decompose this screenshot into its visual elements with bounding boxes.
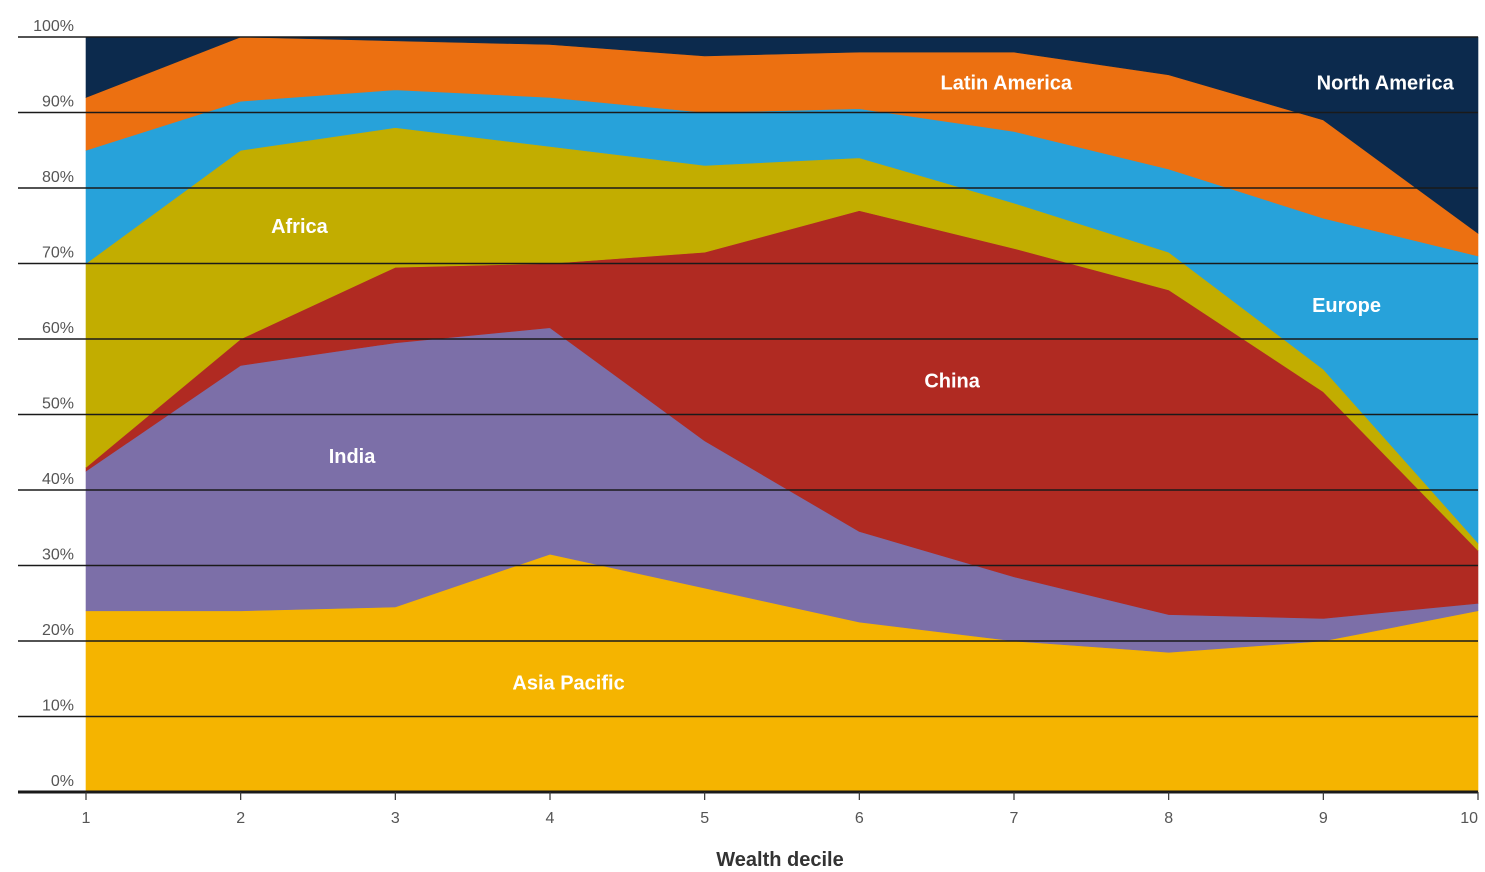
x-tick-label: 4 <box>546 810 555 827</box>
x-tick-label: 3 <box>391 810 400 827</box>
x-tick-label: 8 <box>1164 810 1173 827</box>
y-tick-label: 50% <box>42 396 74 413</box>
x-tick-label: 7 <box>1010 810 1019 827</box>
series-label-latin-america: Latin America <box>941 72 1073 94</box>
x-axis-title: Wealth decile <box>716 849 843 871</box>
x-tick-label: 2 <box>236 810 245 827</box>
y-axis: 0% 10% 20% 30% 40% 50% 60% 70% 80% 90% 100% <box>33 18 74 790</box>
x-tick-label: 5 <box>700 810 709 827</box>
series-label-layer: North America Latin America Africa Europe Ch… <box>271 72 1455 694</box>
y-tick-label: 40% <box>42 471 74 488</box>
y-tick-label: 20% <box>42 622 74 639</box>
x-axis: 1 2 3 4 5 6 7 8 9 10 <box>82 792 1479 827</box>
series-label-africa: Africa <box>271 216 329 238</box>
grid-layer <box>18 36 1478 794</box>
y-tick-label: 30% <box>42 547 74 564</box>
x-tick-label: 9 <box>1319 810 1328 827</box>
series-label-india: India <box>329 446 377 468</box>
series-label-asia-pacific: Asia Pacific <box>512 673 624 695</box>
y-tick-label: 70% <box>42 245 74 262</box>
y-tick-label: 100% <box>33 18 74 35</box>
series-label-north-america: North America <box>1317 72 1455 94</box>
y-tick-label: 90% <box>42 94 74 111</box>
y-tick-label: 10% <box>42 698 74 715</box>
series-label-europe: Europe <box>1312 295 1381 317</box>
x-tick-label: 10 <box>1460 810 1478 827</box>
x-tick-label: 6 <box>855 810 864 827</box>
y-tick-label: 60% <box>42 320 74 337</box>
y-tick-label: 80% <box>42 169 74 186</box>
y-tick-label: 0% <box>51 773 74 790</box>
series-label-china: China <box>924 371 980 393</box>
x-tick-label: 1 <box>82 810 91 827</box>
